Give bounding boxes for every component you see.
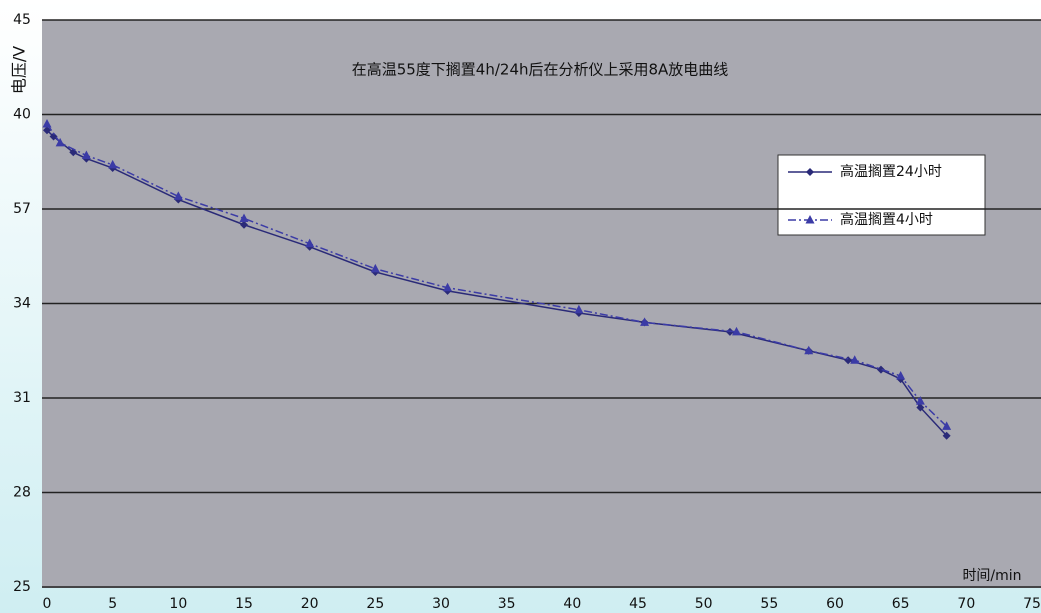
- x-tick-label: 15: [235, 596, 253, 612]
- marker: [806, 168, 814, 176]
- marker: [55, 137, 65, 147]
- marker: [804, 345, 814, 355]
- x-tick-label: 45: [629, 596, 647, 612]
- marker: [732, 326, 741, 336]
- x-tick-label: 55: [760, 596, 778, 612]
- x-tick-label: 30: [432, 596, 450, 612]
- y-axis-label: 电压/V: [10, 46, 29, 94]
- marker: [108, 159, 118, 169]
- y-tick-label: 34: [13, 296, 31, 312]
- marker: [443, 282, 453, 292]
- legend-label: 高温搁置24小时: [840, 163, 942, 180]
- marker: [305, 238, 315, 248]
- marker: [574, 304, 584, 314]
- y-tick-label: 25: [13, 579, 31, 595]
- y-tick-label: 57: [13, 201, 31, 217]
- marker: [240, 220, 248, 229]
- x-tick-label: 60: [826, 596, 844, 612]
- x-tick-label: 65: [892, 596, 910, 612]
- x-tick-label: 70: [957, 596, 975, 612]
- marker: [640, 317, 650, 326]
- x-axis-label: 时间/min: [962, 568, 1021, 584]
- marker: [239, 213, 249, 222]
- x-tick-label: 35: [498, 596, 516, 612]
- x-tick-label: 10: [169, 596, 187, 612]
- marker: [876, 365, 885, 374]
- y-tick-label: 31: [13, 390, 31, 406]
- y-tick-label: 45: [13, 12, 31, 28]
- marker: [370, 263, 380, 273]
- marker: [844, 356, 853, 365]
- x-tick-label: 40: [563, 596, 581, 612]
- marker: [896, 370, 906, 380]
- x-tick-label: 5: [108, 596, 117, 612]
- marker: [850, 355, 860, 364]
- marker: [49, 132, 58, 141]
- chart-title: 在高温55度下搁置4h/24h后在分析仪上采用8A放电曲线: [352, 61, 729, 79]
- x-tick-label: 0: [43, 596, 52, 612]
- x-tick-label: 75: [1023, 596, 1041, 612]
- marker: [81, 150, 91, 159]
- marker: [916, 403, 925, 412]
- marker: [173, 191, 183, 200]
- y-tick-label: 28: [13, 485, 31, 501]
- y-tick-label: 40: [13, 107, 31, 123]
- x-tick-label: 20: [301, 596, 319, 612]
- legend-label: 高温搁置4小时: [840, 211, 933, 228]
- marker: [805, 215, 815, 224]
- marker: [915, 396, 925, 405]
- x-tick-label: 50: [695, 596, 713, 612]
- marker: [43, 126, 51, 135]
- marker: [942, 421, 952, 430]
- marker: [42, 118, 52, 128]
- marker: [942, 431, 951, 440]
- x-tick-label: 25: [366, 596, 384, 612]
